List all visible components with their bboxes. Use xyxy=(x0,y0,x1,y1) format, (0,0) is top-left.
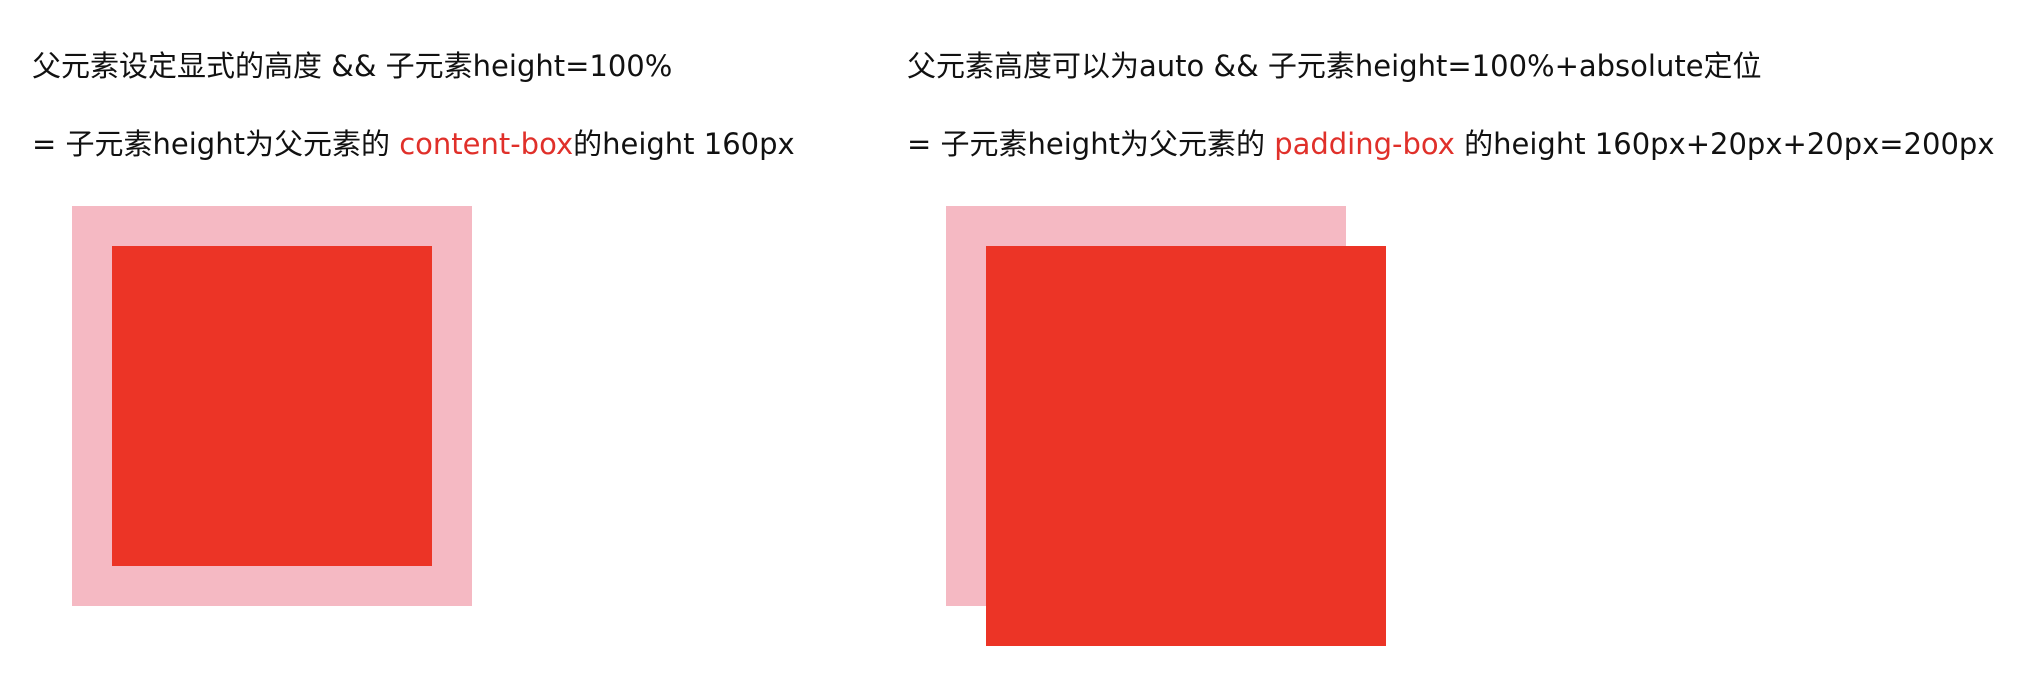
left-formula-highlight: content-box xyxy=(399,127,574,161)
left-formula-suffix: 的height 160px xyxy=(573,127,795,161)
right-child-box xyxy=(986,246,1386,646)
left-child-box xyxy=(112,246,432,566)
right-formula-highlight: padding-box xyxy=(1274,127,1455,161)
right-demo-formula: = 子元素height为父元素的 padding-box 的height 160… xyxy=(907,126,1994,162)
right-formula-prefix: = 子元素height为父元素的 xyxy=(907,127,1275,161)
left-formula-prefix: = 子元素height为父元素的 xyxy=(32,127,400,161)
right-formula-suffix: 的height 160px+20px+20px=200px xyxy=(1454,127,1995,161)
left-demo-formula: = 子元素height为父元素的 content-box的height 160p… xyxy=(32,126,795,162)
left-demo-title: 父元素设定显式的高度 && 子元素height=100% xyxy=(32,49,673,83)
right-demo-title: 父元素高度可以为auto && 子元素height=100%+absolute定… xyxy=(907,49,1762,83)
